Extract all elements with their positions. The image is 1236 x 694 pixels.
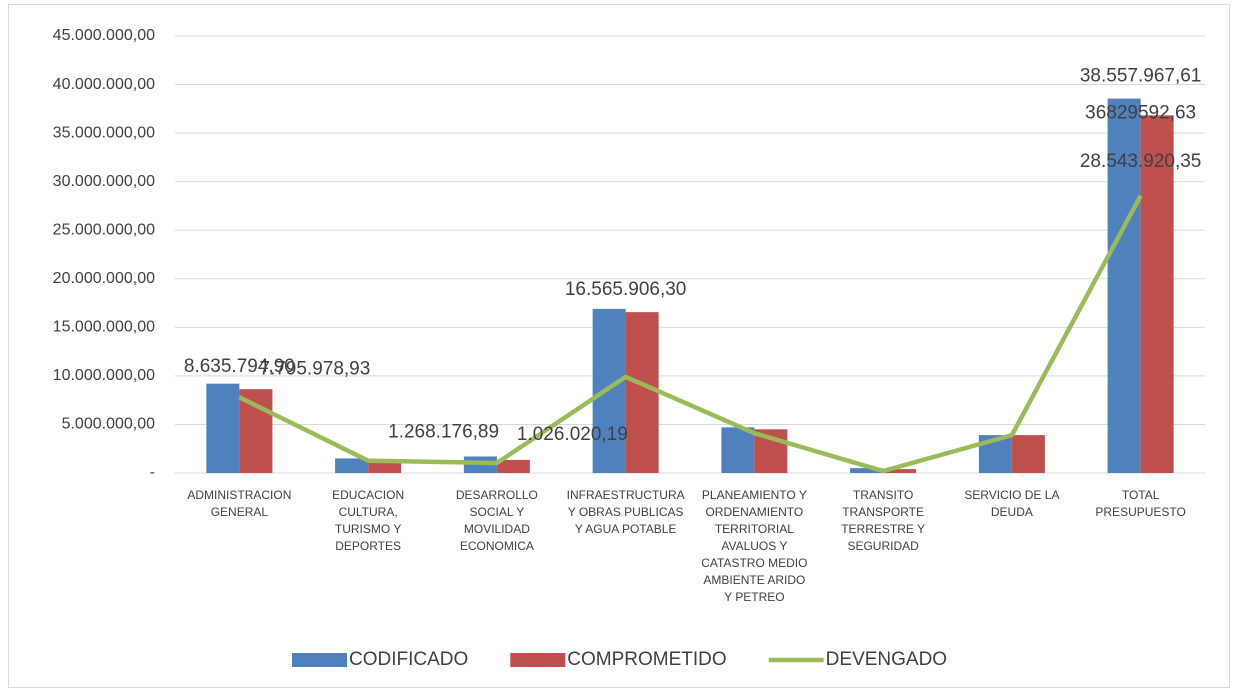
bar [883, 469, 917, 473]
x-tick-label: INFRAESTRUCTURA Y OBRAS PUBLICAS Y AGUA … [566, 488, 685, 536]
legend-swatch [292, 653, 347, 667]
bar [721, 427, 755, 473]
data-label: 38.557.967,61 [1080, 66, 1202, 87]
y-tick-label: - [150, 464, 155, 481]
x-tick-label: TRANSITO TRANSPORTE TERRESTRE Y SEGURIDA… [841, 488, 926, 553]
legend-label: COMPROMETIDO [567, 649, 726, 670]
bar [1140, 115, 1174, 473]
y-tick-label: 15.000.000,00 [53, 319, 155, 336]
bar [1107, 98, 1141, 473]
bar [850, 468, 884, 473]
legend-swatch [510, 653, 566, 667]
y-tick-label: 35.000.000,00 [53, 124, 155, 141]
data-label: 8.635.794,90 [184, 356, 295, 377]
y-tick-label: 45.000.000,00 [53, 27, 155, 44]
bar [625, 312, 659, 473]
x-tick-label: EDUCACION CULTURA, TURISMO Y DEPORTES [332, 488, 405, 553]
y-tick-label: 20.000.000,00 [53, 270, 155, 287]
y-tick-label: 10.000.000,00 [53, 367, 155, 384]
legend-label: CODIFICADO [349, 649, 468, 670]
data-label: 7.795.978,93 [259, 358, 370, 379]
bar [335, 458, 369, 473]
x-tick-label: TOTAL PRESUPUESTO [1095, 488, 1186, 519]
bar [206, 383, 240, 473]
chart-frame [8, 4, 1230, 688]
data-label: 1.026.020,19 [517, 424, 628, 445]
data-label: 1.268.176,89 [388, 422, 499, 443]
y-tick-label: 5.000.000,00 [62, 416, 156, 433]
legend-label: DEVENGADO [826, 649, 947, 670]
data-label: 36829592,63 [1085, 102, 1196, 123]
data-label: 28.543.920,35 [1080, 151, 1202, 172]
bar [1011, 435, 1045, 473]
y-tick-label: 40.000.000,00 [53, 76, 155, 93]
line [238, 194, 1143, 474]
bar [496, 459, 530, 473]
x-tick-label: DESARROLLO SOCIAL Y MOVILIDAD ECONOMICA [455, 488, 538, 553]
y-tick-label: 30.000.000,00 [53, 173, 155, 190]
data-label: 16.565.906,30 [565, 279, 687, 300]
x-tick-label: SERVICIO DE LA DEUDA [964, 488, 1060, 519]
y-tick-label: 25.000.000,00 [53, 221, 155, 238]
x-tick-label: ADMINISTRACION GENERAL [187, 488, 292, 519]
x-tick-label: PLANEAMIENTO Y ORDENAMIENTO TERRITORIAL … [701, 488, 808, 604]
bar [592, 308, 626, 473]
